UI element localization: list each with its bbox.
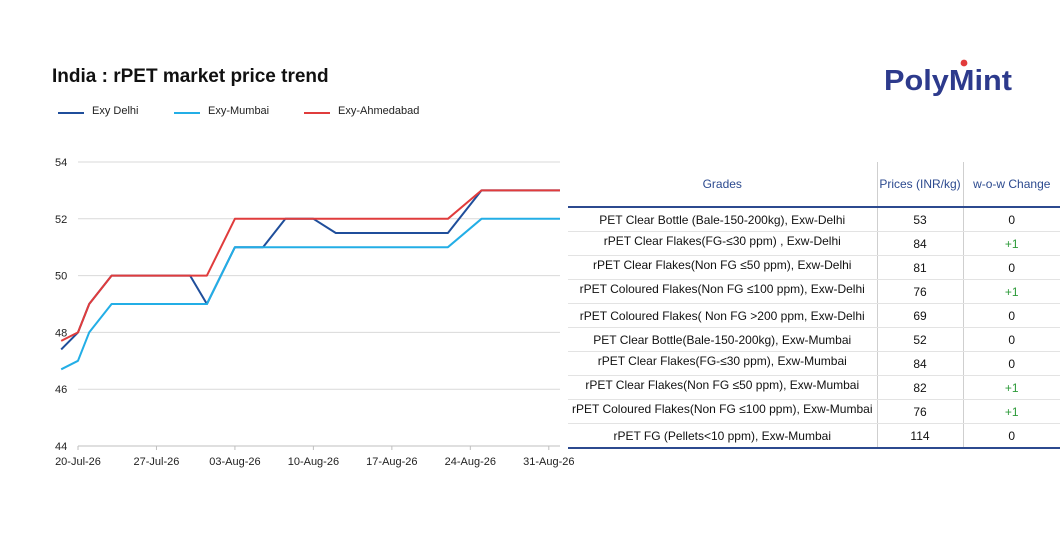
change-cell: 0 [963,255,1060,280]
y-tick-label: 46 [55,384,67,396]
grade-cell: rPET Coloured Flakes( Non FG >200 ppm, E… [568,303,878,328]
header-prices: Prices (INR/kg) [877,162,964,208]
table-row: rPET Clear Flakes(Non FG ≤50 ppm), Exw-M… [568,375,1060,400]
grade-cell: rPET Clear Flakes(FG-≤30 ppm) , Exw-Delh… [568,231,878,256]
price-cell: 82 [877,375,964,400]
series-line-exy-ahmedabad [60,189,560,342]
legend-label: Exy Delhi [92,105,139,117]
series-line-exy-mumbai [60,217,560,371]
legend-label: Exy-Ahmedabad [338,105,420,117]
table-row: PET Clear Bottle(Bale-150-200kg), Exw-Mu… [568,327,1060,352]
price-cell: 76 [877,279,964,304]
logo-dot-icon [960,59,968,67]
price-cell: 84 [877,351,964,376]
grade-cell: PET Clear Bottle (Bale-150-200kg), Exw-D… [568,207,878,232]
y-tick-label: 48 [55,327,67,339]
grade-cell: PET Clear Bottle(Bale-150-200kg), Exw-Mu… [568,327,878,352]
y-tick-label: 44 [55,441,67,453]
table-row: rPET Coloured Flakes( Non FG >200 ppm, E… [568,303,1060,328]
grade-text: rPET Coloured Flakes(Non FG ≤100 ppm), E… [579,281,865,296]
price-trend-chart: 44 46 48 50 52 54 20-Jul-26 27-Jul-26 03-Aug-26 1… [55,157,574,468]
change-cell: +1 [963,375,1060,400]
price-cell: 76 [877,399,964,424]
price-cell: 69 [877,303,964,328]
change-cell: 0 [963,327,1060,352]
grade-text: rPET Clear Flakes(Non FG ≤50 ppm), Exw-M… [585,377,860,392]
table-row: rPET FG (Pellets<10 ppm), Exw-Mumbai 114… [568,423,1060,449]
price-cell: 81 [877,255,964,280]
y-tick-label: 50 [55,271,67,283]
x-tick-label: 27-Jul-26 [134,456,180,468]
grade-cell: rPET FG (Pellets<10 ppm), Exw-Mumbai [568,423,878,449]
grade-text: rPET Coloured Flakes(Non FG ≤100 ppm), E… [572,401,873,416]
table-row: rPET Coloured Flakes(Non FG ≤100 ppm), E… [568,279,1060,304]
price-cell: 84 [877,231,964,256]
change-cell: +1 [963,399,1060,424]
table-row: PET Clear Bottle (Bale-150-200kg), Exw-D… [568,207,1060,232]
legend-swatch-icon [304,112,330,114]
price-cell: 52 [877,327,964,352]
x-tick-label: 10-Aug-26 [288,456,339,468]
x-tick-label: 03-Aug-26 [209,456,260,468]
y-tick-label: 54 [55,157,67,169]
series-line-exy-delhi [60,189,560,351]
change-cell: 0 [963,351,1060,376]
page-title: India : rPET market price trend [52,66,329,87]
table-header-row: Grades Prices (INR/kg) w-o-w Change [568,162,1060,208]
y-tick-label: 52 [55,214,67,226]
x-tick-label: 31-Aug-26 [523,456,574,468]
change-cell: 0 [963,303,1060,328]
grade-cell: rPET Clear Flakes(Non FG ≤50 ppm), Exw-M… [568,375,878,400]
grade-text: rPET Clear Flakes(Non FG ≤50 ppm), Exw-D… [593,257,852,272]
grade-cell: rPET Coloured Flakes(Non FG ≤100 ppm), E… [568,279,878,304]
logo-text: PolyMint [884,65,1012,97]
grade-cell: rPET Clear Flakes(FG-≤30 ppm), Exw-Mumba… [568,351,878,376]
header-wow-change: w-o-w Change [963,162,1060,208]
grade-cell: rPET Clear Flakes(Non FG ≤50 ppm), Exw-D… [568,255,878,280]
change-cell: 0 [963,423,1060,449]
legend-swatch-icon [174,112,200,114]
price-cell: 114 [877,423,964,449]
grade-cell: rPET Coloured Flakes(Non FG ≤100 ppm), E… [568,399,878,424]
x-tick-label: 17-Aug-26 [366,456,417,468]
change-cell: +1 [963,279,1060,304]
grade-text: rPET Clear Flakes(FG-≤30 ppm), Exw-Mumba… [597,353,847,368]
table-row: rPET Clear Flakes(FG-≤30 ppm), Exw-Mumba… [568,351,1060,376]
legend-label: Exy-Mumbai [208,105,270,117]
table-row: rPET Clear Flakes(FG-≤30 ppm) , Exw-Delh… [568,231,1060,256]
table-row: rPET Coloured Flakes(Non FG ≤100 ppm), E… [568,399,1060,424]
polymint-logo: PolyMint [884,59,1012,97]
legend-swatch-icon [58,112,84,114]
table-row: rPET Clear Flakes(Non FG ≤50 ppm), Exw-D… [568,255,1060,280]
x-tick-label: 20-Jul-26 [55,456,101,468]
change-cell: 0 [963,207,1060,232]
change-cell: +1 [963,231,1060,256]
x-tick-label: 24-Aug-26 [445,456,496,468]
grade-text: rPET Clear Flakes(FG-≤30 ppm) , Exw-Delh… [603,233,841,248]
header-grades: Grades [568,162,878,208]
price-table: Grades Prices (INR/kg) w-o-w Change PET … [568,162,1060,449]
price-cell: 53 [877,207,964,232]
